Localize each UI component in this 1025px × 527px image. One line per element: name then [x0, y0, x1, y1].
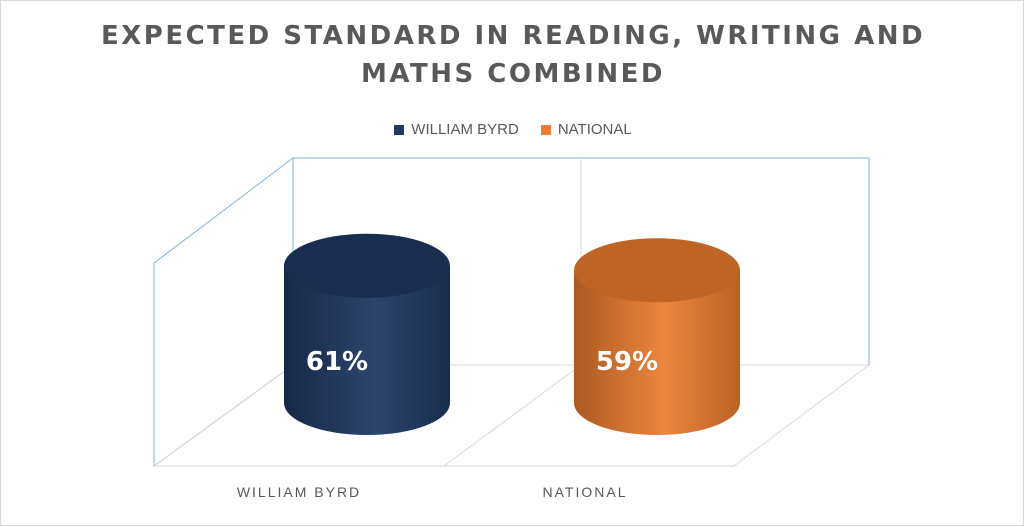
category-label: NATIONAL: [543, 484, 628, 500]
legend-label-national: NATIONAL: [557, 121, 632, 138]
legend-label-william-byrd: WILLIAM BYRD: [411, 121, 519, 138]
legend-swatch-william-byrd: [394, 124, 405, 135]
category-label: WILLIAM BYRD: [237, 484, 361, 500]
category-axis: WILLIAM BYRD NATIONAL: [237, 484, 628, 500]
legend-item-national: NATIONAL: [540, 121, 632, 138]
chart-legend: WILLIAM BYRD NATIONAL: [1, 121, 1025, 138]
side-wall: [153, 156, 294, 467]
cylinder-body: [574, 270, 740, 435]
cylinder-top: [284, 233, 450, 298]
bar-national: 59%: [574, 238, 740, 435]
data-label: 61%: [306, 347, 368, 377]
bar-series: 61% 59%: [284, 233, 740, 435]
legend-swatch-national: [540, 124, 551, 135]
chart-title-line-1: EXPECTED STANDARD IN READING, WRITING AN…: [100, 21, 926, 51]
floor: [152, 364, 871, 467]
floor-divider: [443, 364, 582, 467]
legend-item-william-byrd: WILLIAM BYRD: [394, 121, 519, 138]
cylinder-body: [284, 265, 450, 435]
chart-title: EXPECTED STANDARD IN READING, WRITING AN…: [1, 17, 1025, 93]
bar-william-byrd: 61%: [284, 233, 450, 435]
chart-title-line-2: MATHS COMBINED: [361, 59, 665, 89]
data-label: 59%: [596, 347, 658, 377]
cylinder-top: [574, 238, 740, 303]
chart-walls: [152, 156, 871, 467]
